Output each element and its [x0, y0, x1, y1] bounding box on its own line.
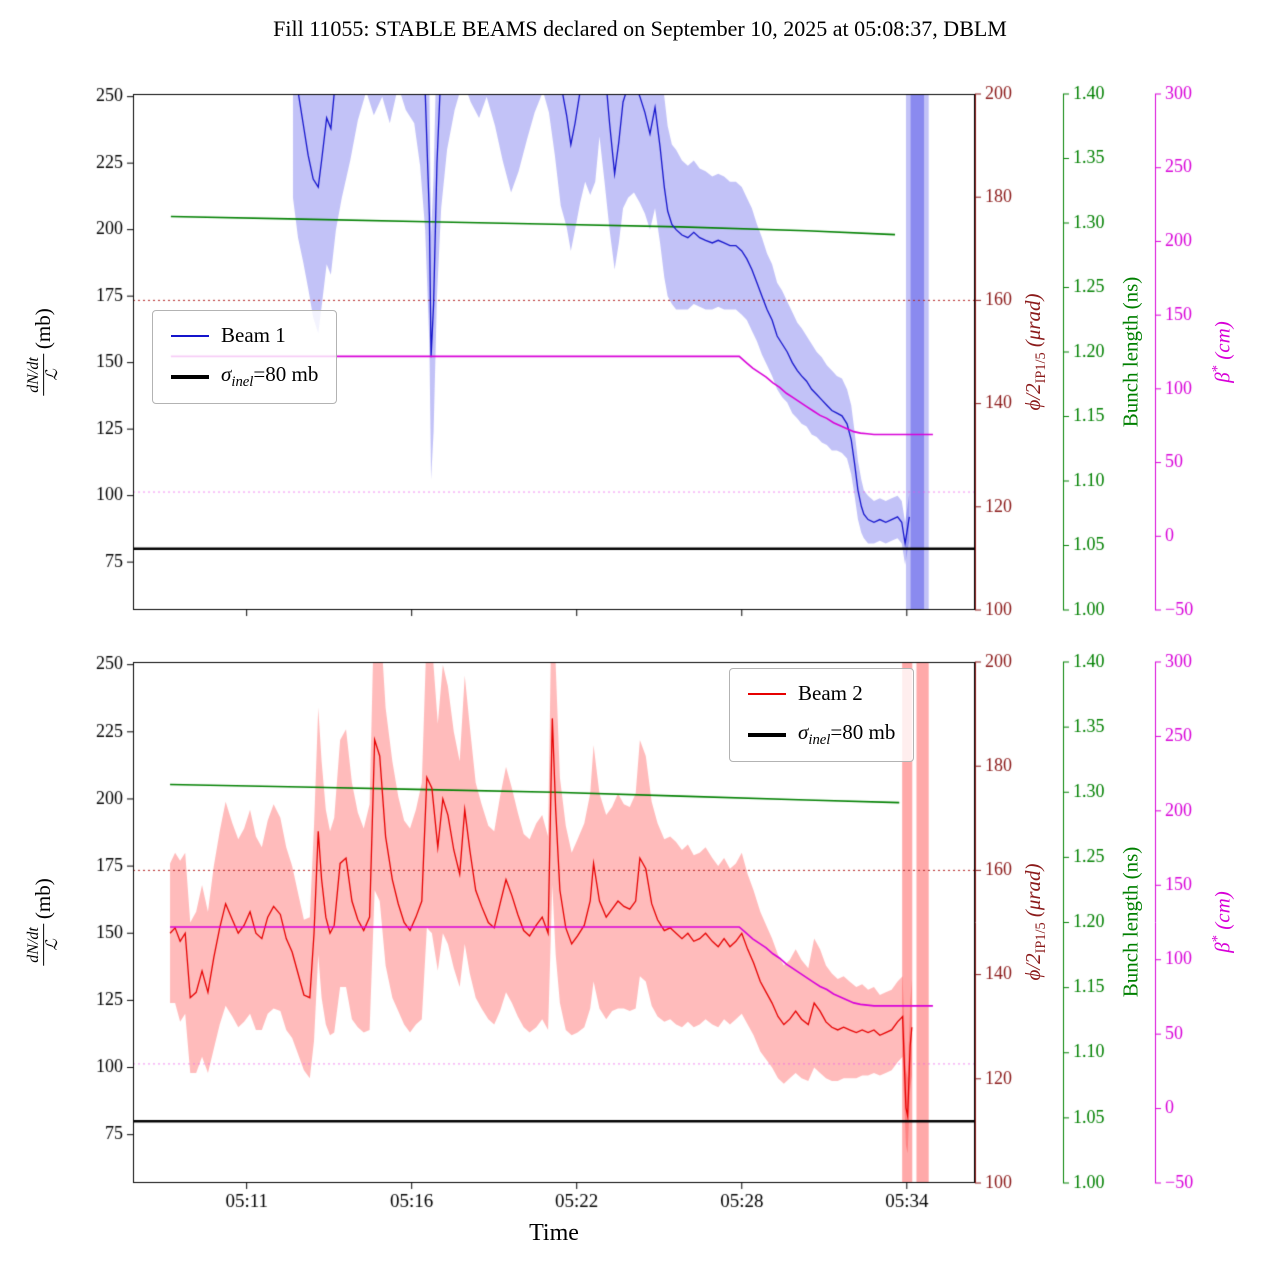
y-axis-label-phi-top: ϕ/2IP1/5 (μrad) [1021, 293, 1050, 411]
sigma-value: =80 mb [830, 720, 896, 744]
y-axis-label-left-top: dN/dt ℒ (mb) [25, 308, 63, 396]
dndt-fraction: dN/dt ℒ [25, 924, 63, 966]
bunch-label: Bunch length (ns) [1118, 846, 1143, 998]
beta-label-sup: * [1209, 364, 1226, 373]
left-axis-unit: (mb) [31, 308, 56, 350]
legend-label-beam2: Beam 2 [798, 681, 863, 705]
sigma-symbol: σ [798, 720, 809, 744]
y-axis-label-beta-top: β* (cm) [1209, 321, 1234, 383]
fraction-numerator: dN/dt [25, 924, 45, 966]
phi-label-unit: (μrad) [1021, 863, 1046, 923]
y-axis-label-bunch-top: Bunch length (ns) [1118, 276, 1143, 428]
sigma-symbol: σ [221, 362, 232, 386]
beam1-line-swatch [171, 334, 209, 337]
y-axis-label-beta-bottom: β* (cm) [1209, 891, 1234, 953]
sigma-subscript: inel [808, 732, 831, 749]
sigma-line-swatch [748, 732, 786, 737]
sigma-value: =80 mb [253, 362, 319, 386]
fraction-numerator: dN/dt [25, 354, 45, 396]
beta-label-unit: (cm) [1210, 321, 1235, 365]
legend-label-sigma: σinel=80 mb [798, 720, 895, 749]
beta-label-unit: (cm) [1210, 891, 1235, 935]
dndt-fraction: dN/dt ℒ [25, 354, 63, 396]
legend-row-beam2: Beam 2 [748, 681, 895, 706]
legend-row-sigma: σinel=80 mb [171, 362, 318, 391]
beta-label-main: β [1210, 942, 1235, 953]
y-axis-label-phi-bottom: ϕ/2IP1/5 (μrad) [1021, 863, 1050, 981]
left-axis-unit: (mb) [31, 878, 56, 920]
phi-label-sub: IP1/5 [1033, 922, 1050, 954]
y-axis-label-left-bottom: dN/dt ℒ (mb) [25, 878, 63, 966]
y-axis-label-bunch-bottom: Bunch length (ns) [1118, 846, 1143, 998]
bunch-label: Bunch length (ns) [1118, 276, 1143, 428]
legend-row-beam1: Beam 1 [171, 323, 318, 348]
phi-label-sub: IP1/5 [1033, 352, 1050, 384]
beam2-line-swatch [748, 692, 786, 695]
legend-beam2: Beam 2 σinel=80 mb [729, 668, 915, 763]
figure-title: Fill 11055: STABLE BEAMS declared on Sep… [273, 16, 1007, 41]
beta-label-sup: * [1209, 934, 1226, 943]
x-axis-label: Time [529, 1220, 579, 1246]
legend-beam1: Beam 1 σinel=80 mb [152, 310, 338, 405]
sigma-subscript: inel [231, 374, 254, 391]
legend-label-sigma: σinel=80 mb [221, 362, 318, 391]
beta-label-main: β [1210, 372, 1235, 383]
fraction-denominator: ℒ [44, 369, 62, 381]
legend-row-sigma: σinel=80 mb [748, 720, 895, 749]
sigma-line-swatch [171, 374, 209, 379]
phi-label-main: ϕ/2 [1021, 383, 1046, 411]
fraction-denominator: ℒ [44, 939, 62, 951]
phi-label-unit: (μrad) [1021, 293, 1046, 353]
legend-label-beam1: Beam 1 [221, 323, 286, 347]
phi-label-main: ϕ/2 [1021, 953, 1046, 981]
